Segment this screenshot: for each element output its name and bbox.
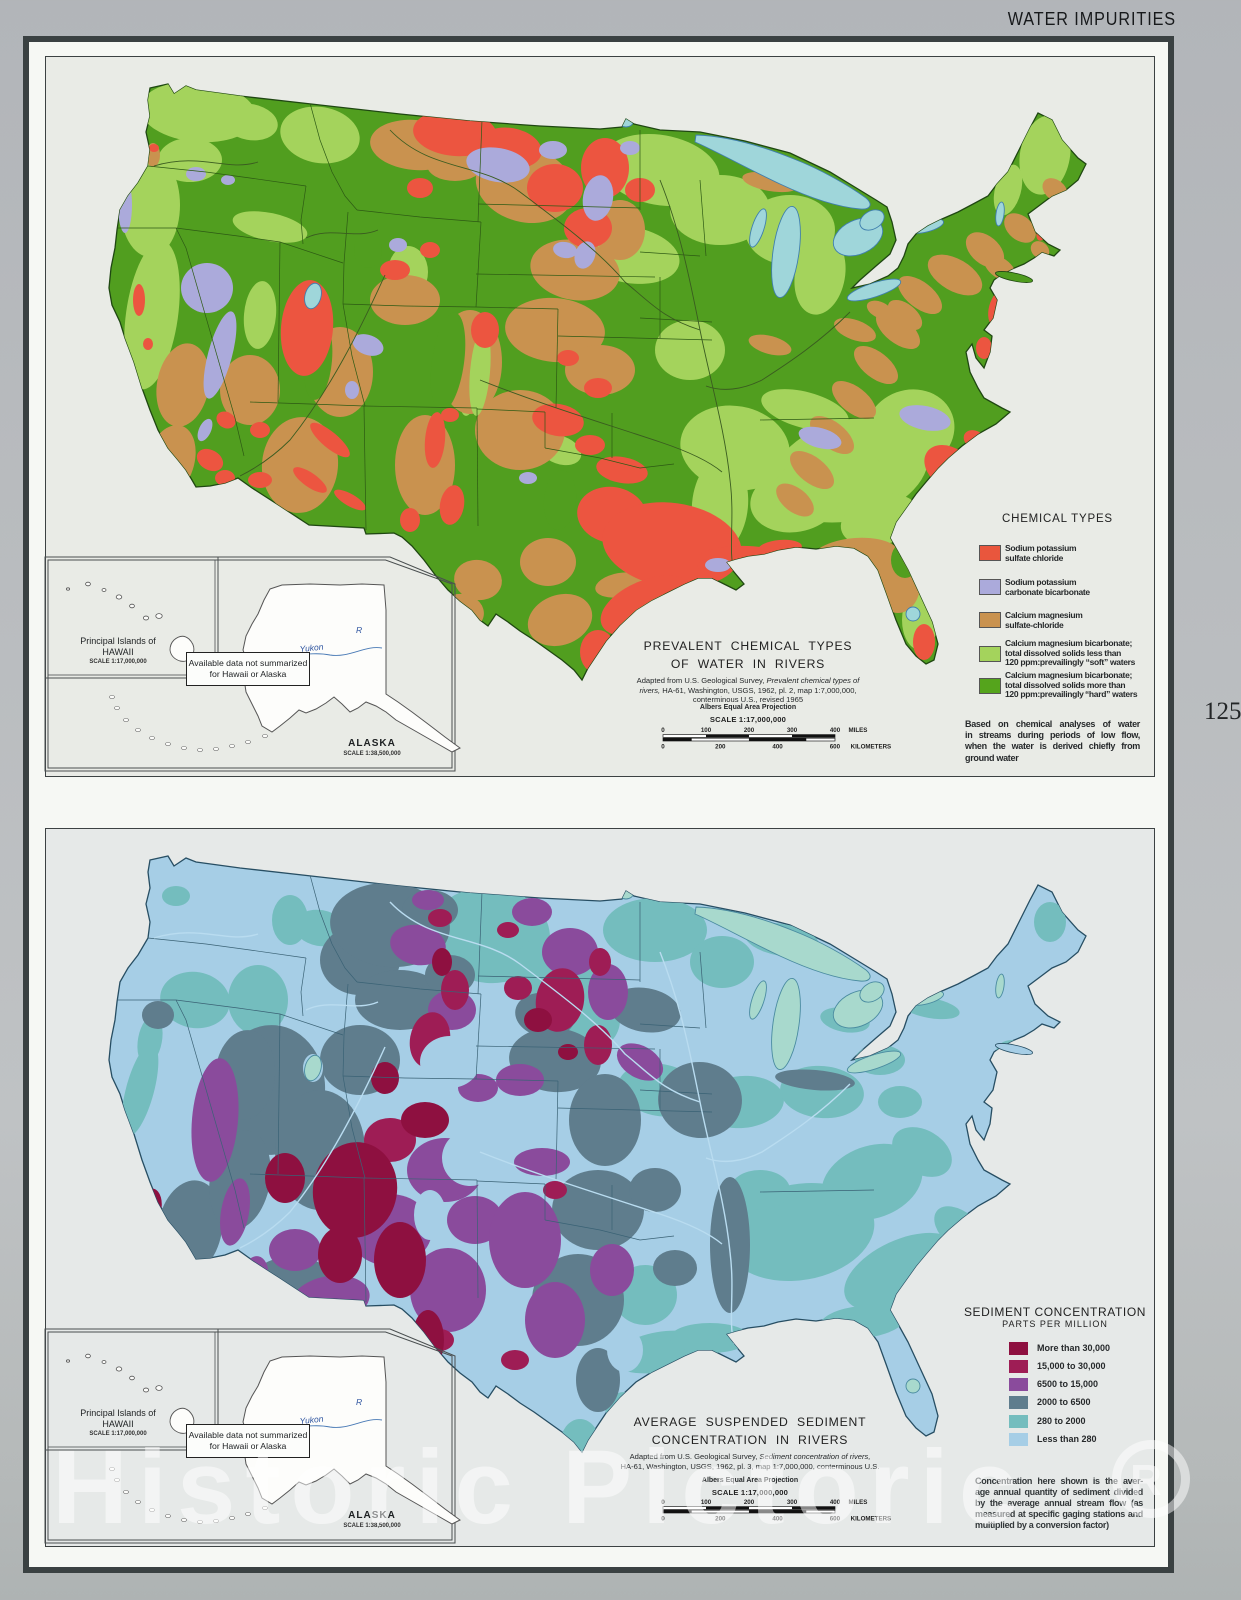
svg-text:MILES: MILES xyxy=(849,727,868,734)
svg-text:0: 0 xyxy=(661,727,665,734)
svg-text:0: 0 xyxy=(661,1516,665,1523)
svg-text:100: 100 xyxy=(701,1499,712,1506)
svg-text:MILES: MILES xyxy=(849,1499,868,1506)
svg-text:200: 200 xyxy=(744,1499,755,1506)
svg-text:200: 200 xyxy=(715,744,726,751)
svg-text:Yukon: Yukon xyxy=(299,1414,324,1426)
svg-text:0: 0 xyxy=(661,1499,665,1506)
svg-text:KILOMETERS: KILOMETERS xyxy=(851,1516,892,1523)
svg-text:R: R xyxy=(356,625,362,635)
svg-text:600: 600 xyxy=(830,1516,841,1523)
svg-text:100: 100 xyxy=(701,727,712,734)
svg-text:400: 400 xyxy=(830,1499,841,1506)
svg-text:400: 400 xyxy=(772,1516,783,1523)
svg-text:300: 300 xyxy=(787,727,798,734)
svg-text:R: R xyxy=(356,1397,362,1407)
svg-text:200: 200 xyxy=(715,1516,726,1523)
svg-text:200: 200 xyxy=(744,727,755,734)
svg-text:Yukon: Yukon xyxy=(299,642,324,654)
svg-text:0: 0 xyxy=(661,744,665,751)
svg-text:300: 300 xyxy=(787,1499,798,1506)
svg-text:400: 400 xyxy=(772,744,783,751)
svg-text:600: 600 xyxy=(830,744,841,751)
svg-text:KILOMETERS: KILOMETERS xyxy=(851,744,892,751)
svg-text:400: 400 xyxy=(830,727,841,734)
